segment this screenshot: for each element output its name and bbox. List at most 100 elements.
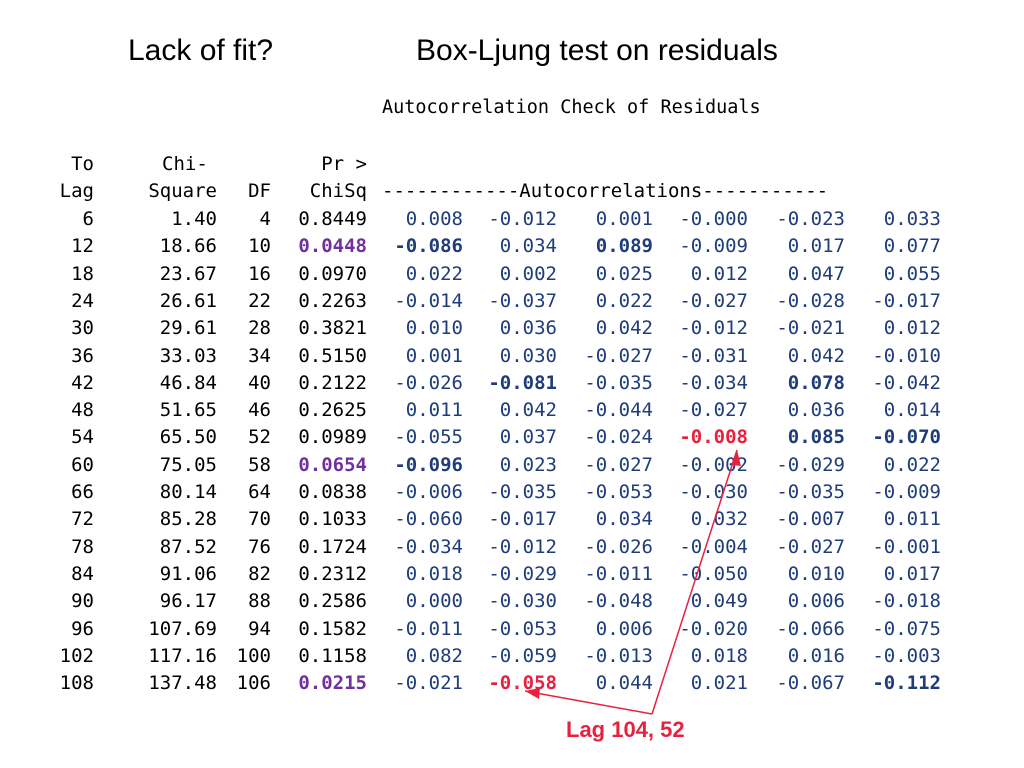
cell-autocorrelation: 0.082 [405, 645, 463, 667]
cell-pr-chisq: 0.0838 [298, 481, 367, 503]
cell-autocorrelation: 0.018 [405, 563, 463, 585]
cell-autocorrelation: -0.066 [776, 618, 845, 640]
cell-pr-chisq: 0.0448 [298, 235, 367, 257]
cell-autocorrelation: -0.029 [488, 563, 557, 585]
cell-autocorrelation: -0.026 [584, 536, 653, 558]
cell-autocorrelation: 0.034 [595, 508, 653, 530]
cell-autocorrelation: -0.009 [679, 235, 748, 257]
cell-autocorrelation: -0.024 [584, 426, 653, 448]
cell-autocorrelation: -0.086 [394, 235, 463, 257]
cell-autocorrelation: -0.017 [872, 290, 941, 312]
cell-autocorrelation: -0.027 [584, 454, 653, 476]
cell-lag: 108 [59, 672, 94, 694]
cell-lag: 24 [71, 290, 94, 312]
cell-autocorrelation: 0.032 [690, 508, 748, 530]
cell-autocorrelation: -0.060 [394, 508, 463, 530]
cell-autocorrelation: -0.010 [872, 345, 941, 367]
cell-autocorrelation: 0.036 [787, 399, 845, 421]
cell-autocorrelation: 0.021 [690, 672, 748, 694]
cell-pr-chisq: 0.1033 [298, 508, 367, 530]
header-lag: Lag [59, 180, 94, 202]
cell-autocorrelation: 0.042 [595, 317, 653, 339]
cell-pr-chisq: 0.1158 [298, 645, 367, 667]
cell-autocorrelation: 0.042 [499, 399, 557, 421]
cell-df: 64 [248, 481, 271, 503]
cell-lag: 60 [71, 454, 94, 476]
cell-autocorrelation: 0.001 [405, 345, 463, 367]
cell-chisq: 46.84 [159, 372, 217, 394]
cell-lag: 42 [71, 372, 94, 394]
cell-autocorrelation: -0.029 [776, 454, 845, 476]
cell-autocorrelation: 0.008 [405, 208, 463, 230]
cell-autocorrelation: -0.017 [488, 508, 557, 530]
table-subtitle: Autocorrelation Check of Residuals [382, 97, 761, 118]
cell-autocorrelation: -0.112 [872, 672, 941, 694]
cell-autocorrelation: -0.009 [872, 481, 941, 503]
cell-lag: 66 [71, 481, 94, 503]
cell-autocorrelation: -0.012 [679, 317, 748, 339]
cell-autocorrelation: -0.014 [394, 290, 463, 312]
cell-autocorrelation: 0.000 [405, 590, 463, 612]
cell-chisq: 80.14 [159, 481, 217, 503]
cell-autocorrelation: 0.010 [787, 563, 845, 585]
cell-autocorrelation: 0.006 [595, 618, 653, 640]
cell-autocorrelation: -0.053 [488, 618, 557, 640]
cell-autocorrelation: 0.017 [787, 235, 845, 257]
cell-chisq: 33.03 [159, 345, 217, 367]
cell-autocorrelation: -0.035 [776, 481, 845, 503]
cell-autocorrelation: -0.003 [872, 645, 941, 667]
cell-df: 46 [248, 399, 271, 421]
cell-chisq: 137.48 [148, 672, 217, 694]
cell-autocorrelation: -0.034 [679, 372, 748, 394]
cell-autocorrelation: -0.013 [584, 645, 653, 667]
header-pr: Pr > [321, 153, 367, 175]
cell-df: 40 [248, 372, 271, 394]
cell-df: 28 [248, 317, 271, 339]
cell-lag: 90 [71, 590, 94, 612]
cell-autocorrelation: -0.011 [394, 618, 463, 640]
cell-autocorrelation: 0.010 [405, 317, 463, 339]
cell-lag: 18 [71, 263, 94, 285]
cell-lag: 78 [71, 536, 94, 558]
cell-autocorrelation: 0.002 [499, 263, 557, 285]
cell-autocorrelation: 0.016 [787, 645, 845, 667]
cell-pr-chisq: 0.3821 [298, 317, 367, 339]
header-df: DF [248, 180, 271, 202]
cell-chisq: 18.66 [159, 235, 217, 257]
annotation-arrow-lag104 [524, 690, 653, 715]
cell-autocorrelation: -0.027 [679, 290, 748, 312]
cell-chisq: 85.28 [159, 508, 217, 530]
cell-lag: 102 [59, 645, 94, 667]
cell-pr-chisq: 0.0989 [298, 426, 367, 448]
cell-autocorrelation: 0.018 [690, 645, 748, 667]
cell-autocorrelation: -0.034 [394, 536, 463, 558]
cell-autocorrelation: -0.050 [679, 563, 748, 585]
cell-autocorrelation: 0.077 [883, 235, 941, 257]
cell-autocorrelation: 0.034 [499, 235, 557, 257]
cell-df: 22 [248, 290, 271, 312]
cell-chisq: 23.67 [159, 263, 217, 285]
cell-pr-chisq: 0.1582 [298, 618, 367, 640]
cell-pr-chisq: 0.1724 [298, 536, 367, 558]
cell-chisq: 1.40 [171, 208, 217, 230]
header-square: Square [148, 180, 217, 202]
cell-pr-chisq: 0.5150 [298, 345, 367, 367]
cell-autocorrelation: -0.028 [776, 290, 845, 312]
cell-autocorrelation: -0.048 [584, 590, 653, 612]
cell-autocorrelation: -0.053 [584, 481, 653, 503]
cell-pr-chisq: 0.2263 [298, 290, 367, 312]
annotation-arrowhead-lag104 [525, 688, 540, 699]
cell-autocorrelation: 0.042 [787, 345, 845, 367]
cell-df: 94 [248, 618, 271, 640]
cell-autocorrelation: 0.055 [883, 263, 941, 285]
cell-autocorrelation: -0.031 [679, 345, 748, 367]
cell-autocorrelation: -0.035 [584, 372, 653, 394]
cell-autocorrelation: 0.033 [883, 208, 941, 230]
cell-autocorrelation: -0.023 [776, 208, 845, 230]
cell-autocorrelation: 0.006 [787, 590, 845, 612]
cell-autocorrelation: 0.011 [405, 399, 463, 421]
cell-df: 70 [248, 508, 271, 530]
cell-lag: 30 [71, 317, 94, 339]
cell-lag: 12 [71, 235, 94, 257]
cell-chisq: 87.52 [159, 536, 217, 558]
